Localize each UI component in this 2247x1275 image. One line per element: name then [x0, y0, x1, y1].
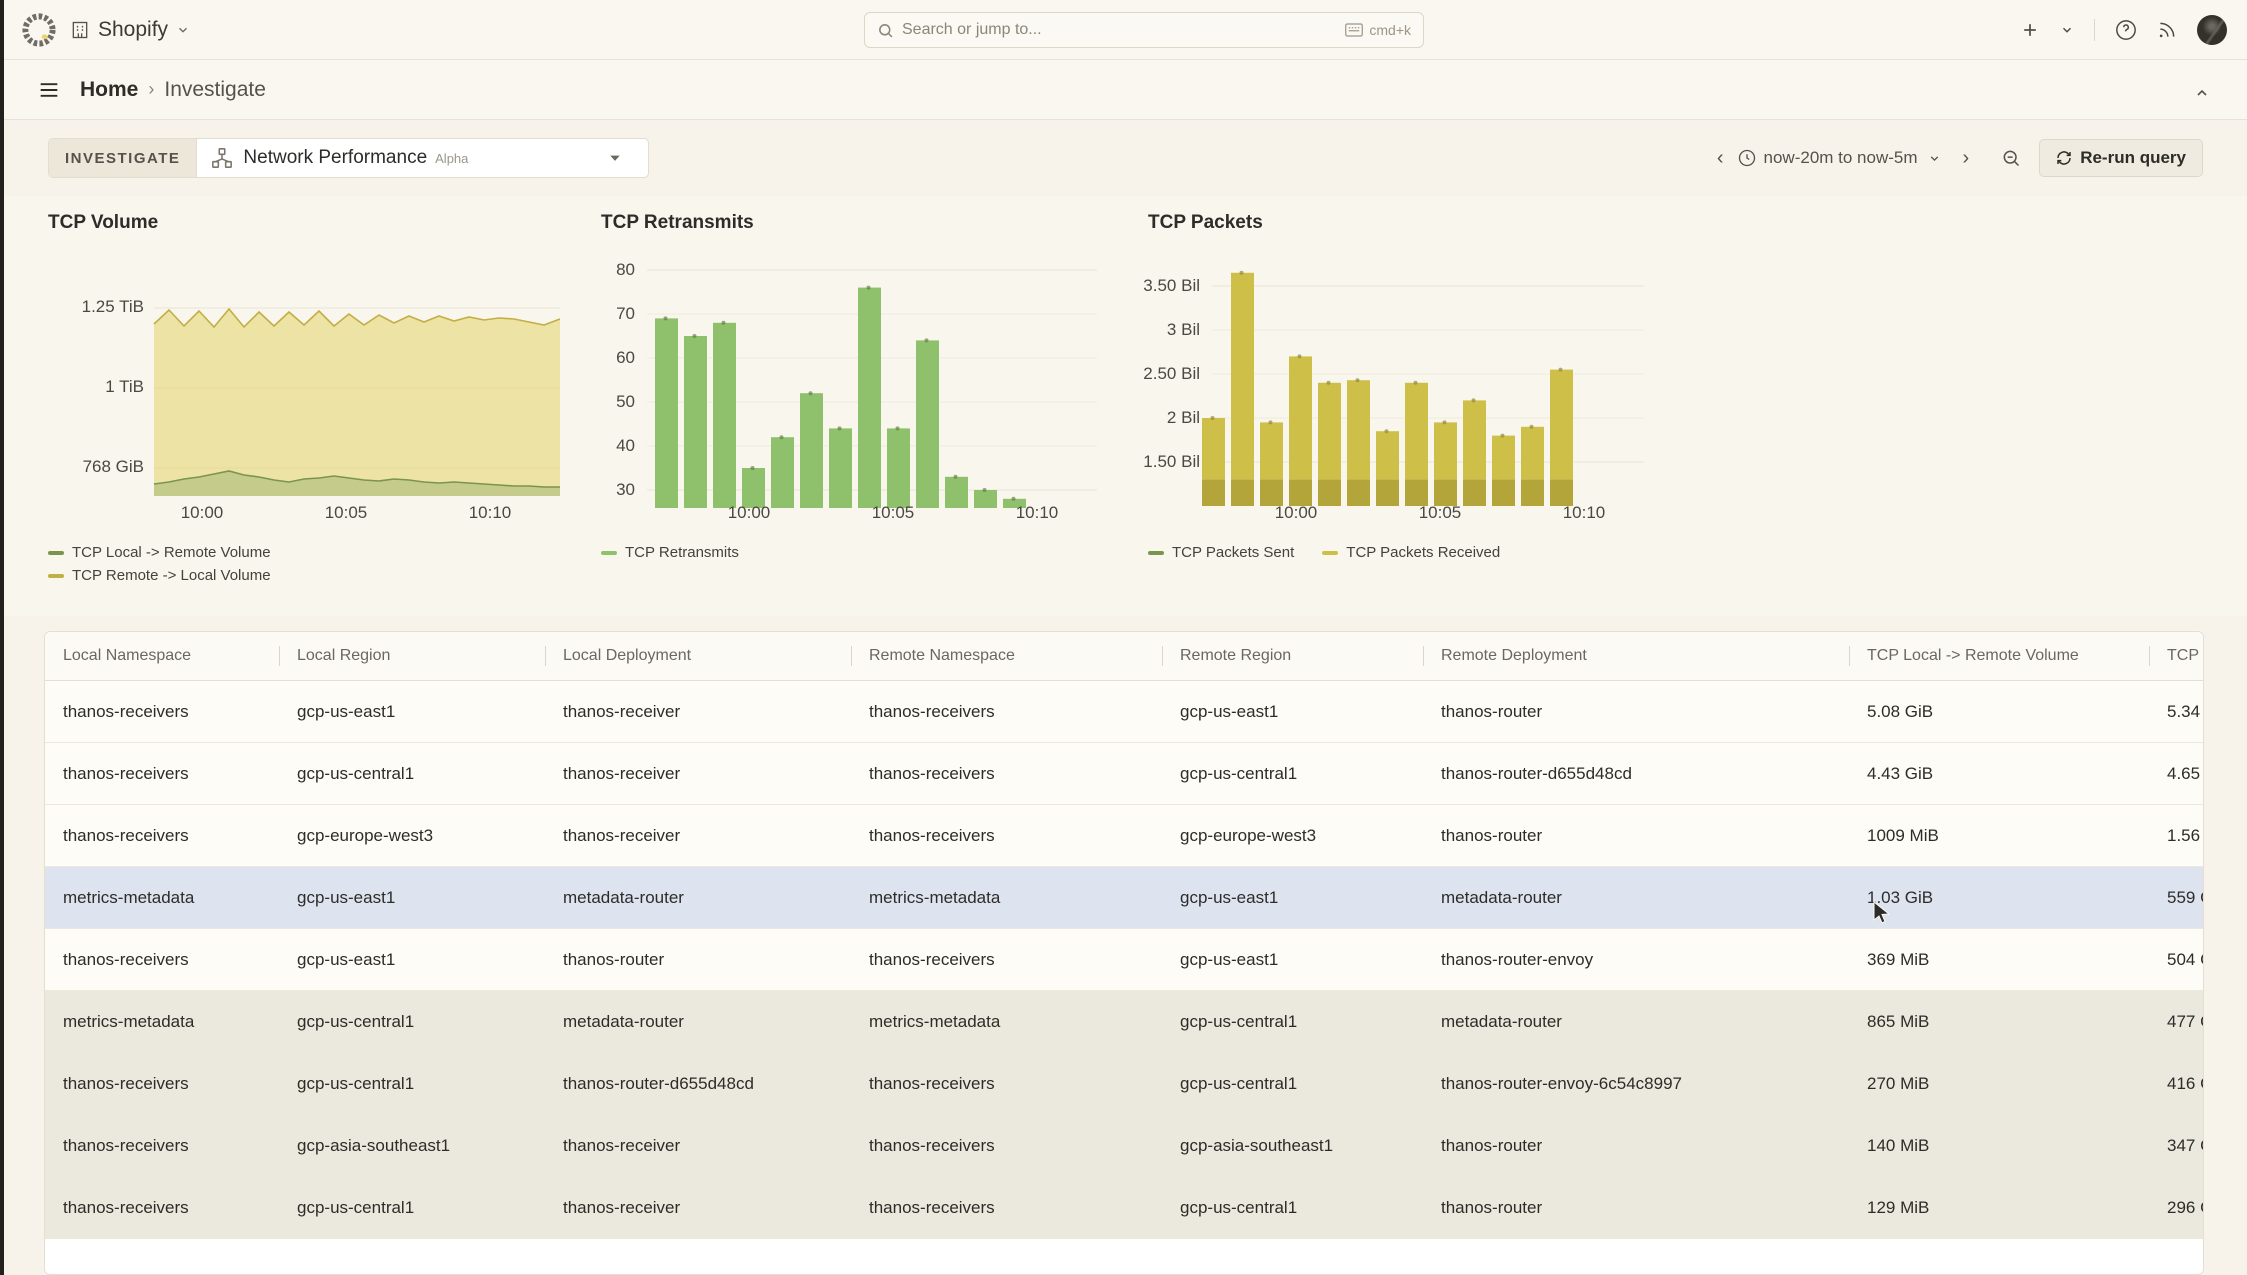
- svg-text:10:10: 10:10: [469, 503, 512, 522]
- svg-text:1.50 Bil: 1.50 Bil: [1143, 452, 1200, 471]
- svg-text:60: 60: [616, 348, 635, 367]
- svg-text:10:00: 10:00: [181, 503, 224, 522]
- svg-text:10:05: 10:05: [1419, 503, 1462, 522]
- svg-text:2 Bil: 2 Bil: [1167, 408, 1200, 427]
- svg-text:10:05: 10:05: [872, 503, 915, 522]
- svg-text:768 GiB: 768 GiB: [83, 457, 144, 476]
- svg-text:10:05: 10:05: [325, 503, 368, 522]
- svg-text:30: 30: [616, 480, 635, 499]
- svg-text:3.50 Bil: 3.50 Bil: [1143, 276, 1200, 295]
- svg-text:10:10: 10:10: [1563, 503, 1606, 522]
- svg-text:40: 40: [616, 436, 635, 455]
- svg-text:50: 50: [616, 392, 635, 411]
- svg-text:70: 70: [616, 304, 635, 323]
- svg-text:2.50 Bil: 2.50 Bil: [1143, 364, 1200, 383]
- svg-text:1 TiB: 1 TiB: [105, 377, 144, 396]
- svg-text:80: 80: [616, 260, 635, 279]
- svg-text:10:00: 10:00: [728, 503, 771, 522]
- svg-text:3 Bil: 3 Bil: [1167, 320, 1200, 339]
- svg-text:1.25 TiB: 1.25 TiB: [82, 297, 144, 316]
- svg-text:10:00: 10:00: [1275, 503, 1318, 522]
- svg-text:10:10: 10:10: [1016, 503, 1059, 522]
